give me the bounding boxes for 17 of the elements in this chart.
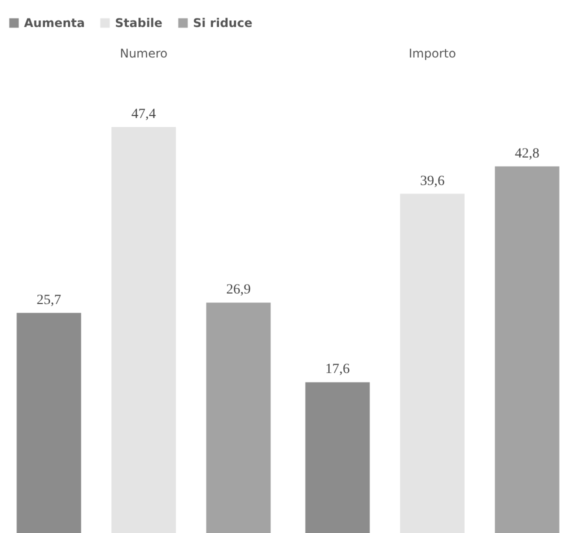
bar xyxy=(400,194,465,533)
legend-label: Si riduce xyxy=(193,16,252,30)
bar xyxy=(111,127,176,533)
legend-label: Stabile xyxy=(115,16,162,30)
bar xyxy=(206,302,271,533)
data-label: 47,4 xyxy=(131,107,156,122)
bar xyxy=(305,382,370,533)
bar xyxy=(16,312,82,533)
data-label: 39,6 xyxy=(420,174,445,189)
x-tick-label: Numero xyxy=(120,46,168,60)
data-label: 42,8 xyxy=(514,146,540,162)
data-label: 25,7 xyxy=(36,292,62,308)
bar xyxy=(494,166,560,533)
data-label: 17,6 xyxy=(325,362,350,378)
data-label: 26,9 xyxy=(226,282,251,298)
x-tick-label: Importo xyxy=(408,46,456,60)
legend-label: Aumenta xyxy=(24,16,85,30)
